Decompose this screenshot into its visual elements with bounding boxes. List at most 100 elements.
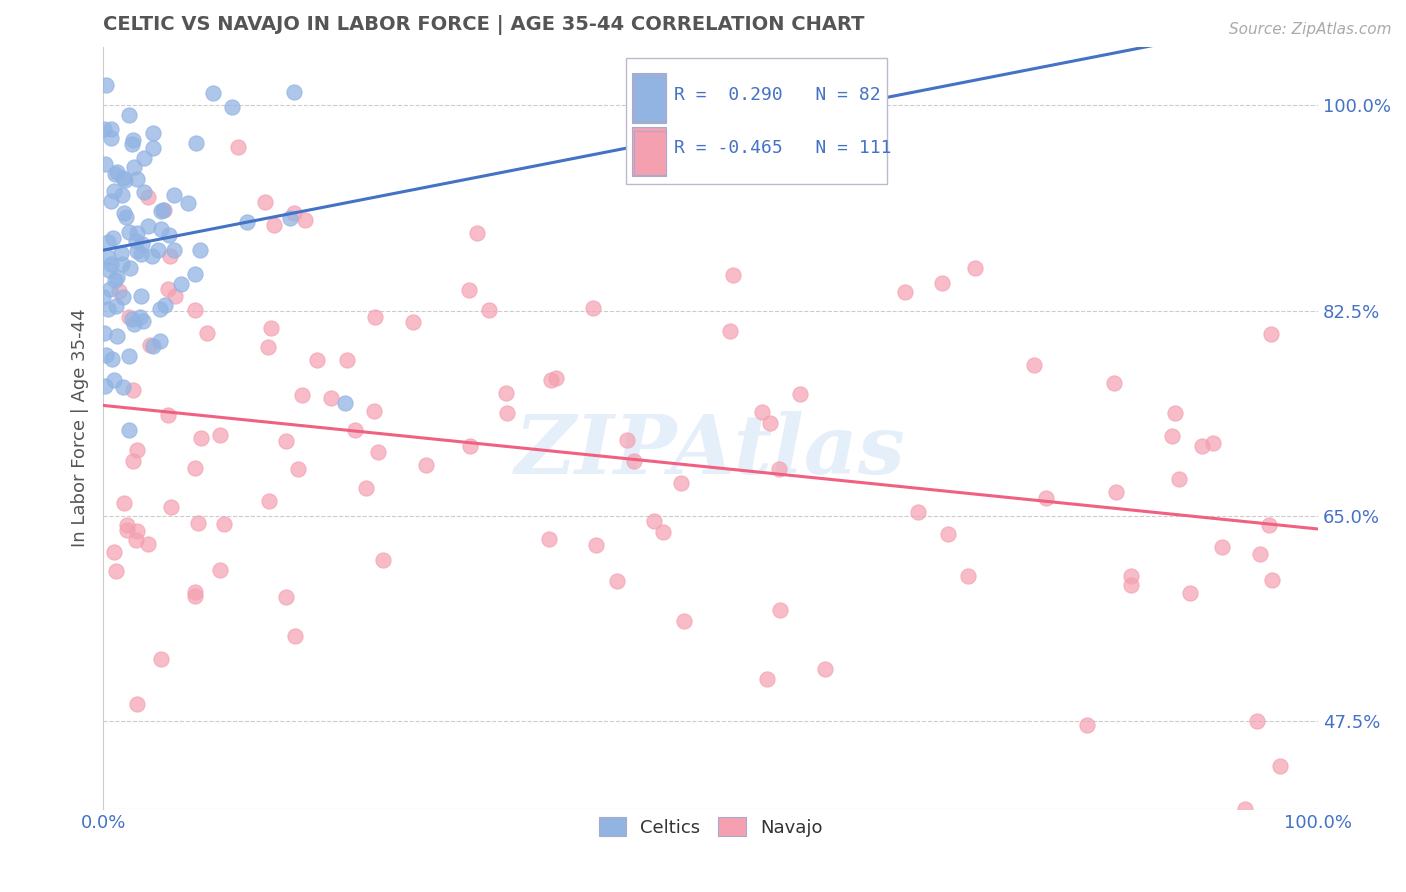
Point	[118, 310, 141, 325]
Point	[138, 537, 160, 551]
Legend: Celtics, Navajo: Celtics, Navajo	[589, 808, 831, 846]
Point	[112, 496, 135, 510]
Text: R = -0.465   N = 111: R = -0.465 N = 111	[675, 139, 891, 157]
Point	[260, 321, 283, 335]
Point	[120, 260, 142, 275]
Point	[415, 458, 437, 472]
Point	[305, 352, 328, 367]
Point	[149, 203, 172, 218]
Point	[100, 351, 122, 366]
Point	[165, 288, 187, 302]
Point	[540, 373, 562, 387]
Point	[188, 244, 211, 258]
Point	[112, 290, 135, 304]
Point	[585, 538, 607, 552]
Point	[236, 215, 259, 229]
Point	[789, 387, 811, 401]
Point	[111, 257, 134, 271]
Point	[121, 312, 143, 326]
Point	[195, 326, 218, 341]
Point	[184, 267, 207, 281]
Point	[190, 431, 212, 445]
Point	[1233, 802, 1256, 816]
Point	[124, 160, 146, 174]
Point	[129, 246, 152, 260]
Point	[105, 298, 128, 312]
Point	[1076, 718, 1098, 732]
Point	[121, 454, 143, 468]
Point	[112, 206, 135, 220]
Point	[108, 284, 131, 298]
Point	[1191, 439, 1213, 453]
FancyBboxPatch shape	[631, 127, 665, 177]
Point	[354, 482, 377, 496]
Point	[160, 500, 183, 514]
FancyBboxPatch shape	[631, 73, 665, 123]
Point	[163, 188, 186, 202]
Point	[1178, 585, 1201, 599]
Point	[287, 462, 309, 476]
Point	[100, 194, 122, 208]
Point	[131, 313, 153, 327]
Point	[183, 302, 205, 317]
Point	[1022, 358, 1045, 372]
Point	[111, 188, 134, 202]
Point	[755, 672, 778, 686]
Point	[672, 614, 695, 628]
Point	[149, 334, 172, 349]
Point	[256, 340, 278, 354]
Point	[364, 310, 387, 325]
Point	[209, 428, 232, 442]
Point	[94, 157, 117, 171]
Point	[1168, 472, 1191, 486]
Point	[495, 386, 517, 401]
Point	[125, 442, 148, 457]
Point	[1119, 569, 1142, 583]
Point	[894, 285, 917, 300]
Point	[907, 505, 929, 519]
Point	[538, 532, 561, 546]
Point	[131, 237, 153, 252]
Point	[1202, 436, 1225, 450]
Point	[373, 553, 395, 567]
Point	[124, 234, 146, 248]
Point	[93, 326, 115, 341]
Point	[128, 310, 150, 324]
Point	[97, 235, 120, 250]
Point	[104, 564, 127, 578]
Point	[93, 379, 115, 393]
Point	[221, 100, 243, 114]
Point	[1249, 547, 1271, 561]
Point	[101, 230, 124, 244]
Point	[183, 589, 205, 603]
Point	[253, 195, 276, 210]
Text: R =  0.290   N = 82: R = 0.290 N = 82	[675, 86, 880, 103]
Point	[759, 416, 782, 430]
Point	[1258, 517, 1281, 532]
Point	[125, 698, 148, 712]
Point	[465, 226, 488, 240]
Text: CELTIC VS NAVAJO IN LABOR FORCE | AGE 35-44 CORRELATION CHART: CELTIC VS NAVAJO IN LABOR FORCE | AGE 35…	[103, 15, 865, 35]
Point	[1164, 406, 1187, 420]
Point	[201, 86, 224, 100]
Point	[157, 228, 180, 243]
Point	[118, 225, 141, 239]
Point	[152, 202, 174, 217]
Point	[1261, 573, 1284, 587]
Point	[155, 297, 177, 311]
Point	[121, 136, 143, 151]
Point	[141, 249, 163, 263]
Point	[107, 165, 129, 179]
Point	[127, 226, 149, 240]
Point	[93, 121, 115, 136]
Point	[606, 574, 628, 588]
Point	[1035, 491, 1057, 506]
Point	[769, 603, 792, 617]
Point	[276, 434, 298, 448]
Y-axis label: In Labor Force | Age 35-44: In Labor Force | Age 35-44	[72, 309, 89, 547]
Point	[651, 524, 673, 539]
Point	[363, 404, 385, 418]
Point	[122, 317, 145, 331]
Point	[96, 348, 118, 362]
Point	[159, 250, 181, 264]
